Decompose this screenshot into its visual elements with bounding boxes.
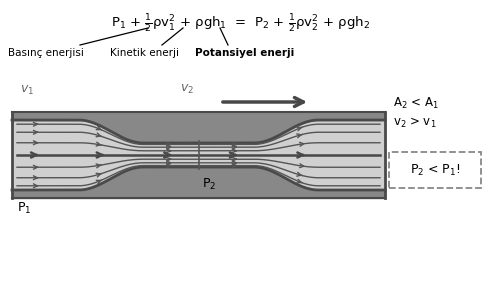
Text: v$_2$: v$_2$: [180, 83, 195, 96]
Text: P$_1$: P$_1$: [17, 201, 31, 216]
Text: A$_2$ < A$_1$: A$_2$ < A$_1$: [393, 95, 439, 111]
Text: P$_2$: P$_2$: [203, 177, 217, 192]
Text: v$_1$: v$_1$: [20, 84, 34, 97]
Text: P$_2$ < P$_1$!: P$_2$ < P$_1$!: [410, 162, 460, 177]
Text: Kinetik enerji: Kinetik enerji: [110, 48, 179, 58]
Text: Basınç enerjisi: Basınç enerjisi: [8, 48, 84, 58]
FancyBboxPatch shape: [389, 152, 481, 188]
Text: v$_2$ > v$_1$: v$_2$ > v$_1$: [393, 116, 437, 130]
Text: Potansiyel enerji: Potansiyel enerji: [195, 48, 294, 58]
Text: P$_1$ + $\frac{1}{2}$ρv$_1^2$ + ρgh$_1$  =  P$_2$ + $\frac{1}{2}$ρv$_2^2$ + ρgh$: P$_1$ + $\frac{1}{2}$ρv$_1^2$ + ρgh$_1$ …: [111, 13, 370, 35]
